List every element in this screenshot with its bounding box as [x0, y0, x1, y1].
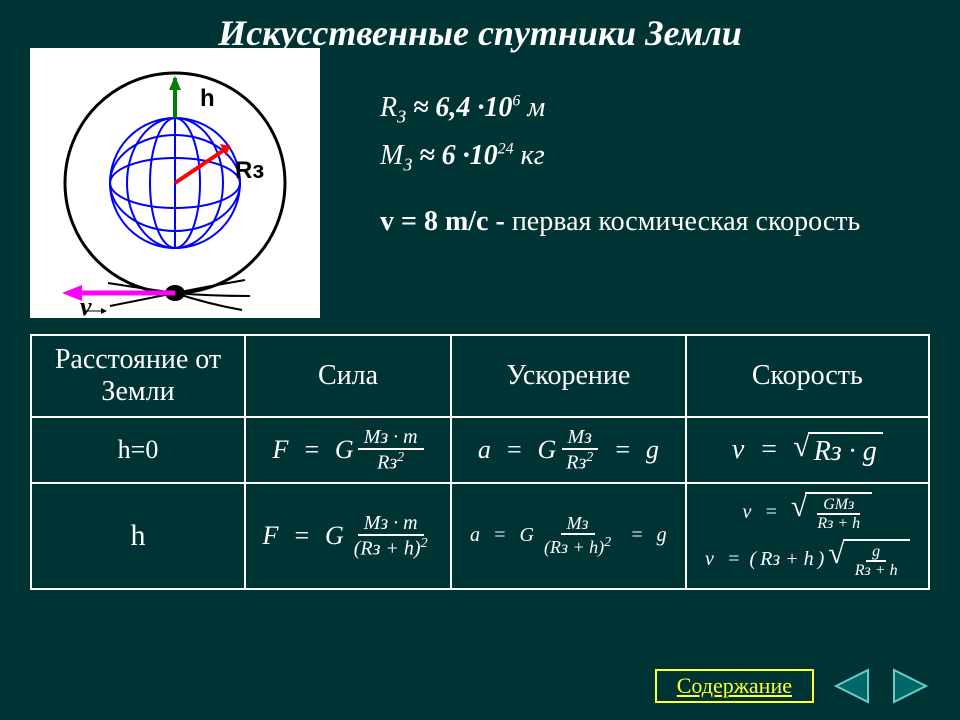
- col-distance: Расстояние от Земли: [31, 335, 245, 417]
- constants-block: RЗ ≈ 6,4 ·106 м MЗ ≈ 6 ·1024 кг v = 8 m/…: [380, 84, 860, 246]
- col-force: Сила: [245, 335, 451, 417]
- col-accel: Ускорение: [451, 335, 686, 417]
- mass-earth-line: MЗ ≈ 6 ·1024 кг: [380, 132, 860, 180]
- rz-label: Rз: [235, 157, 264, 184]
- row-h0-velocity: v = Rз · g: [686, 417, 929, 483]
- row-h0-force: F = G Mз · mRз2: [245, 417, 451, 483]
- v-label: v: [80, 292, 92, 322]
- first-cosmic-velocity: v = 8 m/c - первая космическая скорость: [380, 198, 860, 246]
- row-h-force: F = G Mз · m(Rз + h)2: [245, 483, 451, 589]
- row-h-accel: a = G Mз(Rз + h)2 = g: [451, 483, 686, 589]
- row-h-dist: h: [31, 483, 245, 589]
- orbit-diagram: h Rз v: [30, 48, 320, 318]
- next-arrow-button[interactable]: [890, 668, 930, 704]
- nav-bar: Содержание: [655, 668, 930, 704]
- prev-arrow-button[interactable]: [832, 668, 872, 704]
- col-velocity: Скорость: [686, 335, 929, 417]
- row-h0-dist: h=0: [31, 417, 245, 483]
- contents-button[interactable]: Содержание: [655, 669, 814, 703]
- page-title: Искусственные спутники Земли: [0, 0, 960, 54]
- row-h-velocity: v = GMзRз + h v = (Rз + h) gRз + h: [686, 483, 929, 589]
- radius-earth-line: RЗ ≈ 6,4 ·106 м: [380, 84, 860, 132]
- formula-table: Расстояние от Земли Сила Ускорение Скоро…: [30, 334, 930, 590]
- row-h0-accel: a = G MзRз2 = g: [451, 417, 686, 483]
- h-label: h: [200, 85, 215, 112]
